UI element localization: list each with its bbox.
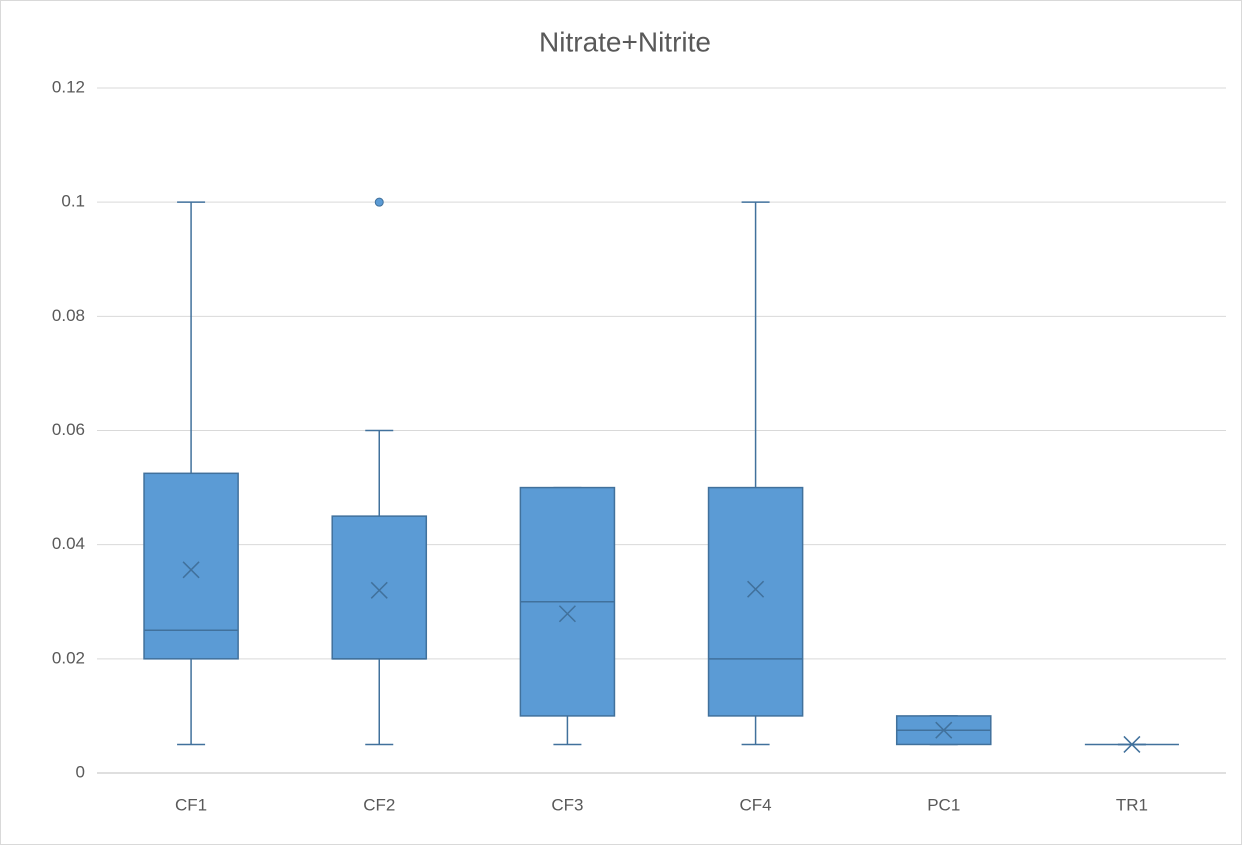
- x-tick-label: PC1: [927, 795, 960, 814]
- chart-title: Nitrate+Nitrite: [539, 26, 711, 57]
- y-tick-label: 0.1: [61, 192, 85, 211]
- x-tick-label: CF3: [551, 795, 583, 814]
- y-tick-label: 0.04: [52, 534, 85, 553]
- mean-marker: [558, 605, 576, 623]
- mean-marker: [1123, 735, 1141, 753]
- x-tick-label: TR1: [1116, 795, 1148, 814]
- y-tick-label: 0.06: [52, 420, 85, 439]
- box: [143, 472, 239, 660]
- y-tick-label: 0.08: [52, 306, 85, 325]
- x-tick-label: CF2: [363, 795, 395, 814]
- x-tick-label: CF4: [740, 795, 772, 814]
- box: [707, 486, 804, 717]
- y-tick-label: 0.12: [52, 77, 85, 96]
- mean-marker: [370, 581, 388, 599]
- mean-marker: [182, 561, 200, 579]
- mean-marker: [935, 721, 953, 739]
- x-tick-label: CF1: [175, 795, 207, 814]
- y-tick-label: 0.02: [52, 648, 85, 667]
- y-tick-label: 0: [76, 762, 85, 781]
- mean-marker: [747, 580, 765, 598]
- box: [331, 515, 428, 660]
- outlier: [374, 197, 384, 207]
